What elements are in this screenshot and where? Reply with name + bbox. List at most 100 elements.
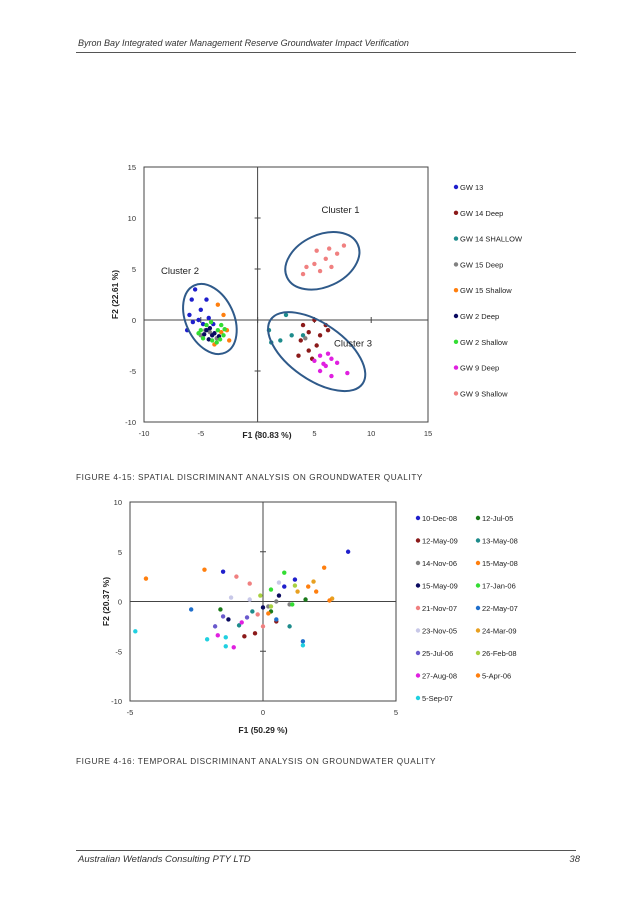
data-point [219,322,224,328]
data-point [252,631,258,636]
legend-entry: GW 9 Deep [460,364,499,373]
figure-caption-4-16: FIGURE 4-16: TEMPORAL DISCRIMINANT ANALY… [76,757,437,766]
legend-entry: 22-May-07 [482,604,518,613]
footer-rule [76,850,576,851]
data-point [200,336,206,341]
data-point [219,330,224,335]
data-point [283,312,289,318]
data-point [133,629,138,634]
data-point [192,287,198,292]
data-point [217,337,223,342]
data-point [317,268,323,274]
data-point [292,583,298,588]
legend-entry: 13-May-08 [482,537,518,546]
data-point [204,297,209,302]
y-tick-label: -10 [111,697,122,706]
data-point [317,353,323,358]
legend-entry: 15-May-09 [422,582,458,591]
data-point [215,328,221,333]
data-point [202,567,207,572]
data-point [188,607,194,612]
y-tick-label: -5 [115,647,122,656]
y-tick-label: -10 [125,418,136,427]
x-tick-label: 5 [312,429,316,438]
data-point [268,604,274,609]
data-point [303,597,308,602]
spatial-discriminant-chart: -10 -5 0 5 10 15 -10 -5 0 5 10 15 F1 (30.83 %) F2 (22… [110,163,523,440]
data-point [345,549,351,554]
legend-marker [475,560,481,566]
data-point [282,584,287,589]
data-point [200,321,206,327]
data-point [220,614,226,619]
data-point [300,643,306,648]
y-axis-label: F2 (20.37 %) [101,577,111,626]
legend-marker [415,515,421,521]
data-point [206,337,211,342]
x-axis-label: F1 (30.83 %) [242,430,291,440]
data-point [306,348,311,353]
legend-marker [453,184,459,190]
data-point [321,565,327,570]
cluster-3-ellipse [267,311,367,393]
legend-marker [415,695,421,701]
legend-marker [415,538,421,543]
x-tick-label: -5 [127,708,134,717]
legend-marker [475,605,481,611]
cluster-label: Cluster 3 [334,339,372,350]
data-point [327,598,332,603]
data-point [325,351,331,356]
y-tick-label: 10 [128,214,136,223]
legend-entry: GW 14 SHALLOW [460,235,523,244]
data-point [223,635,228,640]
data-point [298,338,303,343]
data-point [282,570,287,575]
data-point [250,609,255,614]
data-point [215,302,221,307]
data-point [207,330,213,335]
data-point [212,331,217,336]
legend-entry: 23-Nov-05 [422,627,457,636]
legend-marker [415,673,421,678]
data-point [231,645,236,650]
y-tick-label: 5 [118,548,122,557]
data-point [239,620,244,625]
legend-marker [453,210,459,215]
legend-entry: 5-Apr-06 [482,672,511,681]
legend-entry: 15-May-08 [482,559,518,568]
data-point [198,328,203,333]
cluster-2-ellipse [182,282,238,356]
data-point [329,356,334,361]
data-point [222,326,227,332]
data-point [220,569,226,574]
legend-entry: 21-Nov-07 [422,604,457,613]
data-point [312,261,317,267]
data-point [314,589,319,594]
x-tick-label: 15 [424,429,432,438]
temporal-discriminant-chart: -5 0 5 -10 -5 0 5 10 F1 (50.29 %) F2 (20.37 %) 10-… [101,498,518,735]
data-point [196,317,201,323]
data-point [227,338,232,343]
data-point [207,325,213,331]
data-point [234,574,239,579]
data-point [311,579,316,584]
data-point [242,634,247,639]
data-point [255,612,260,617]
legend-marker [475,538,481,543]
data-point [266,611,271,616]
data-point [334,360,340,366]
legend-entry: 26-Feb-08 [482,649,517,658]
figure-caption-4-15: FIGURE 4-15: SPATIAL DISCRIMINANT ANALYS… [76,473,423,482]
data-point [214,340,219,345]
data-point [204,322,209,328]
legend-entry: 24-Mar-09 [482,627,517,636]
x-tick-label: -10 [139,429,150,438]
page-number: 38 [569,854,580,865]
data-point [215,633,220,638]
x-tick-label: 0 [256,429,260,438]
legend-entry: 25-Jul-06 [422,649,453,658]
data-point [236,623,242,628]
legend-marker [415,628,421,633]
legend-entry: 5-Sep-07 [422,694,453,703]
legend-marker [475,628,481,633]
